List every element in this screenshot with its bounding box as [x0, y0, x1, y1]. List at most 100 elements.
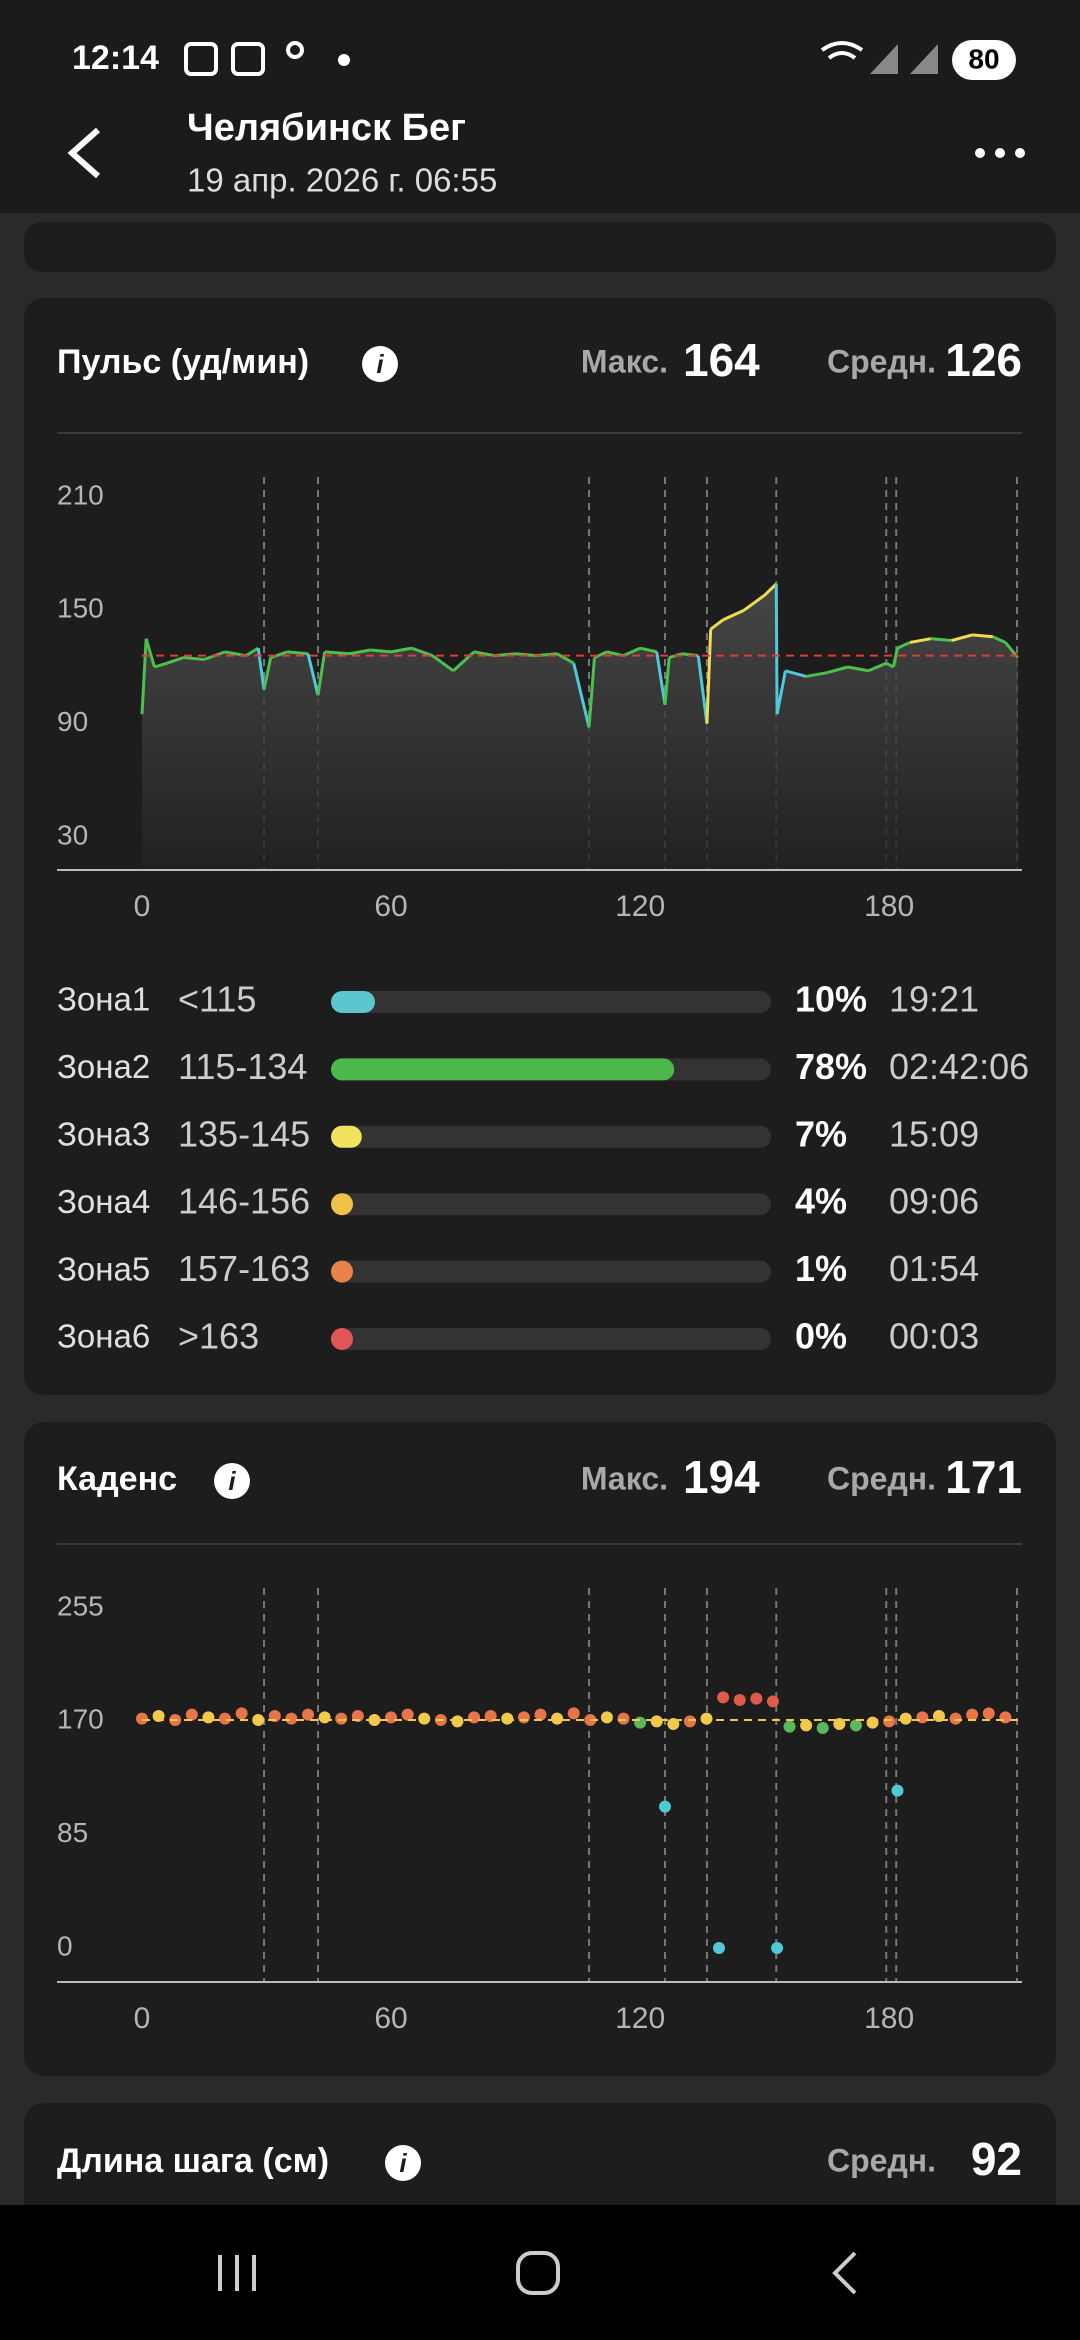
hr-area — [142, 583, 1018, 870]
cadence-point — [418, 1712, 431, 1725]
info-icon-glyph: i — [399, 2148, 407, 2178]
hr-segment — [144, 638, 156, 668]
hr-segment — [805, 671, 828, 678]
cadence-point — [202, 1711, 215, 1724]
zone-range: 115-134 — [178, 1046, 307, 1087]
cadence-point — [401, 1708, 414, 1721]
hr-segment — [972, 633, 994, 639]
zone-name: Зона3 — [57, 1116, 150, 1153]
hr-segment — [909, 637, 931, 644]
cadence-point — [335, 1712, 348, 1725]
recent-apps-button[interactable] — [218, 2255, 256, 2291]
back-button[interactable] — [67, 127, 100, 179]
hr-segment — [722, 608, 745, 622]
zone-track — [331, 1193, 771, 1216]
cadence-point — [235, 1707, 248, 1720]
hr-segment — [324, 650, 350, 656]
more-button[interactable] — [975, 148, 1025, 158]
status-icon — [184, 42, 218, 76]
hr-segment — [847, 665, 869, 673]
cadence-point — [451, 1715, 464, 1728]
hr-segment — [992, 635, 1007, 644]
cadence-point — [385, 1711, 398, 1724]
cadence-point — [916, 1711, 929, 1724]
hr-segment — [166, 656, 184, 665]
cadence-point — [891, 1784, 904, 1797]
activity-date: 19 апр. 2026 г. 06:55 — [187, 162, 497, 199]
max-value: 194 — [683, 1451, 760, 1503]
cadence-point — [659, 1800, 672, 1813]
zone-name: Зона5 — [57, 1250, 150, 1287]
cadence-point — [733, 1694, 746, 1706]
zone-percent: 7% — [795, 1113, 847, 1154]
card-title: Длина шага (см) — [57, 2142, 329, 2180]
cadence-point — [949, 1712, 962, 1725]
zone-range: 146-156 — [178, 1181, 310, 1222]
zone-bar — [331, 1260, 353, 1283]
card-title: Пульс (уд/мин) — [57, 343, 309, 381]
cadence-point — [302, 1708, 315, 1721]
zone-range: 157-163 — [178, 1248, 310, 1289]
avg-label: Средн. — [827, 2142, 936, 2178]
zone-bar — [331, 991, 375, 1013]
hr-segment — [763, 582, 778, 597]
hr-segment — [785, 669, 807, 678]
x-tick-label: 0 — [134, 890, 151, 923]
info-icon — [362, 346, 398, 382]
hr-segment — [183, 656, 205, 661]
zone-name: Зона1 — [57, 981, 150, 1018]
card — [24, 1422, 1056, 2076]
hr-segment — [622, 646, 641, 658]
back-nav-button[interactable] — [832, 2251, 857, 2295]
y-tick-label: 170 — [57, 1704, 104, 1735]
avg-value: 92 — [971, 2133, 1022, 2185]
info-icon — [214, 1463, 250, 1499]
zone-time: 19:21 — [889, 979, 979, 1020]
hr-segment — [951, 633, 973, 643]
cadence-point — [899, 1712, 912, 1725]
zone-name: Зона6 — [57, 1318, 150, 1355]
cadence-point — [783, 1720, 796, 1733]
hr-segment — [572, 662, 591, 728]
cadence-point — [617, 1712, 630, 1725]
zone-range: 135-145 — [178, 1113, 310, 1154]
card — [24, 222, 1056, 272]
cadence-point — [750, 1692, 763, 1705]
hr-segment — [140, 638, 148, 715]
nav-bar — [0, 2205, 1080, 2340]
zone-track — [331, 1260, 771, 1283]
avg-label: Средн. — [827, 343, 936, 379]
hr-segment — [709, 618, 725, 631]
info-icon-glyph: i — [376, 349, 384, 379]
hr-segment — [431, 654, 455, 672]
hr-segment — [775, 670, 787, 715]
cadence-point — [219, 1712, 232, 1725]
hr-segment — [306, 653, 320, 696]
clock: 12:14 — [72, 39, 159, 77]
cadence-point — [883, 1715, 896, 1728]
cadence-point — [534, 1708, 547, 1721]
avg-value: 126 — [945, 334, 1022, 386]
x-tick-label: 180 — [864, 890, 914, 923]
hr-segment — [867, 661, 887, 673]
zone-bar — [331, 1058, 675, 1081]
cadence-point — [551, 1712, 564, 1725]
cadence-point — [501, 1712, 514, 1725]
zone-range: >163 — [178, 1316, 259, 1357]
cadence-point — [683, 1715, 696, 1728]
x-tick-label: 60 — [374, 2002, 407, 2035]
hr-segment — [556, 652, 575, 665]
hr-segment — [774, 583, 779, 715]
x-tick-label: 0 — [134, 2002, 151, 2035]
x-tick-label: 60 — [374, 890, 407, 923]
zone-time: 01:54 — [889, 1248, 979, 1289]
x-tick-label: 120 — [615, 890, 665, 923]
zone-name: Зона2 — [57, 1048, 150, 1085]
home-button[interactable] — [516, 2251, 560, 2295]
cadence-point — [849, 1719, 862, 1732]
max-label: Макс. — [581, 1460, 668, 1496]
cadence-point — [567, 1707, 580, 1720]
cadence-point — [999, 1711, 1012, 1724]
